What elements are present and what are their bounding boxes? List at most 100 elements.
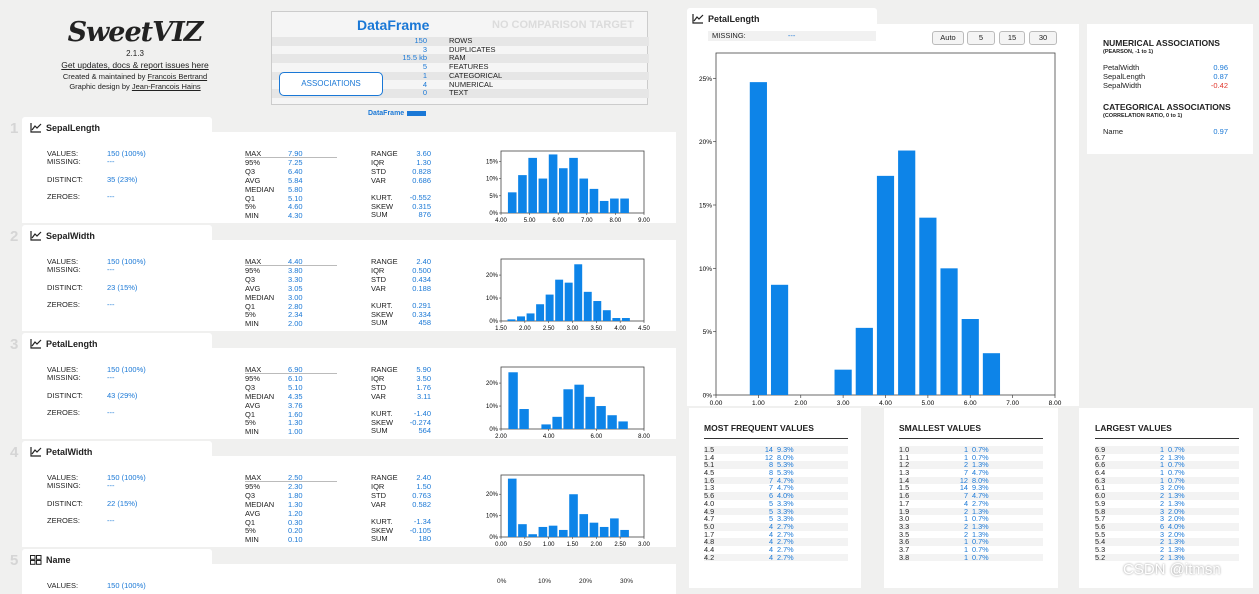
- author-link[interactable]: Francois Bertrand: [147, 72, 208, 81]
- mini-xtick: 3.00: [638, 542, 650, 548]
- quantile-value: 3.00: [288, 292, 303, 302]
- updates-link[interactable]: Get updates, docs & report issues here: [61, 60, 209, 70]
- detail-histogram: 0% 5% 10% 15% 20% 25% 0.00 1.00 2.00 3.00 4.00 5.00…: [699, 52, 1062, 407]
- value-pct: 1.3%: [1168, 491, 1185, 501]
- missing-value: ---: [107, 481, 115, 490]
- value-row: 4.8 4 2.7%: [704, 538, 848, 546]
- mini-ytick: 10%: [486, 177, 499, 183]
- values-value: 150 (100%): [107, 581, 146, 590]
- mini-ytick: 5%: [489, 194, 498, 200]
- zeroes-value: ---: [107, 300, 115, 309]
- mini-bar: [538, 178, 548, 213]
- value-pct: 2.0%: [1168, 506, 1185, 516]
- value-key: 6.1: [1095, 483, 1106, 493]
- df-stat-label: ROWS: [449, 36, 473, 45]
- bin-button-15[interactable]: 15: [999, 31, 1025, 45]
- table-title: SMALLEST VALUES: [899, 423, 1043, 439]
- detail-bar: [940, 268, 958, 395]
- shape-value: 458: [418, 318, 431, 328]
- value-count: 7: [963, 468, 968, 478]
- associations-button[interactable]: ASSOCIATIONS: [279, 72, 383, 96]
- value-key: 1.2: [899, 460, 910, 470]
- assoc-value: -0.42: [1210, 81, 1228, 90]
- value-key: 5.3: [1095, 544, 1106, 554]
- value-pct: 4.0%: [1168, 521, 1185, 531]
- bin-button-5[interactable]: 5: [967, 31, 995, 45]
- value-row: 1.6 7 4.7%: [899, 492, 1043, 500]
- mini-bar: [507, 478, 517, 537]
- mini-bar: [569, 494, 578, 537]
- value-key: 4.9: [704, 506, 715, 516]
- mini-bar: [620, 198, 629, 213]
- values-value: 150 (100%): [107, 257, 146, 266]
- value-row: 5.7 3 2.0%: [1095, 515, 1239, 523]
- value-row: 1.3 7 4.7%: [704, 484, 848, 492]
- quantile-value: 3.30: [288, 274, 303, 284]
- shape-value: -0.552: [409, 193, 431, 202]
- df-stat-row: 1 CATEGORICAL: [272, 71, 649, 81]
- assoc-row: SepalWidth -0.42: [1103, 81, 1243, 90]
- detail-xtick: 4.00: [879, 400, 892, 407]
- value-row: 6.7 2 1.3%: [1095, 453, 1239, 462]
- detail-bar: [770, 284, 789, 395]
- value-key: 6.4: [1095, 468, 1106, 478]
- value-key: 1.4: [899, 475, 910, 485]
- range-value: 1.30: [416, 157, 431, 167]
- shape-label: SUM: [371, 210, 388, 220]
- associations-panel: [1087, 24, 1253, 154]
- value-row: 4.7 5 3.3%: [704, 515, 848, 523]
- value-count: 3: [1159, 506, 1164, 516]
- legend-label: DataFrame: [368, 110, 405, 117]
- value-key: 3.0: [899, 514, 910, 524]
- mini-bar: [610, 198, 619, 213]
- df-stat-value: 150: [414, 36, 427, 45]
- quantile-value: 6.40: [288, 166, 303, 176]
- designer-link[interactable]: Jean-Francois Hains: [131, 82, 201, 91]
- detail-bar: [919, 217, 937, 395]
- shape-value: -1.40: [413, 409, 431, 418]
- df-stat-value: 0: [422, 88, 427, 98]
- value-pct: 3.3%: [777, 514, 794, 524]
- range-label: RANGE: [371, 257, 398, 266]
- value-row: 3.3 2 1.3%: [899, 523, 1043, 531]
- quantile-label: MEDIAN: [245, 292, 275, 302]
- detail-ytick: 25%: [699, 76, 712, 83]
- mini-ytick: 10%: [486, 404, 499, 410]
- value-pct: 8.0%: [972, 475, 989, 485]
- value-count: 2: [963, 529, 968, 539]
- chart-icon: [30, 123, 42, 133]
- quantile-value: 3.05: [288, 283, 303, 293]
- chart-icon: [30, 339, 42, 349]
- quantile-label: 5%: [245, 418, 256, 428]
- bin-button-auto[interactable]: Auto: [932, 31, 964, 45]
- mini-xtick: 1.50: [495, 326, 507, 332]
- bin-button-30[interactable]: 30: [1029, 31, 1057, 45]
- values-label: VALUES:: [47, 149, 79, 158]
- range-label: IQR: [371, 481, 385, 491]
- quantile-label: MEDIAN: [245, 184, 275, 194]
- distinct-value: 22 (15%): [107, 499, 138, 508]
- value-key: 4.5: [704, 468, 715, 478]
- range-value: 3.50: [416, 373, 431, 383]
- dataframe-legend: DataFrame: [368, 110, 427, 117]
- quantile-label: 95%: [245, 373, 261, 383]
- value-key: 5.9: [1095, 498, 1106, 508]
- range-value: 0.582: [412, 499, 431, 509]
- value-count: 1: [1159, 475, 1164, 485]
- range-value: 2.40: [416, 473, 431, 482]
- values-value: 150 (100%): [107, 365, 146, 374]
- mini-bar: [564, 282, 573, 321]
- value-pct: 1.3%: [1168, 537, 1185, 547]
- value-key: 3.8: [899, 552, 910, 562]
- value-key: 1.6: [704, 475, 715, 485]
- value-pct: 9.3%: [777, 445, 794, 454]
- shape-value: 564: [418, 426, 431, 436]
- df-stat-label: TEXT: [449, 88, 469, 98]
- value-row: 5.9 2 1.3%: [1095, 500, 1239, 508]
- range-value: 0.434: [412, 274, 431, 284]
- mini-xtick: 8.00: [638, 434, 650, 440]
- detail-xtick: 5.00: [922, 400, 935, 407]
- value-pct: 5.3%: [777, 460, 794, 470]
- categorical-assoc-subtitle: (CORRELATION RATIO, 0 to 1): [1103, 113, 1183, 119]
- most-frequent-table: MOST FREQUENT VALUES 1.5 14 9.3% 1.4 12 8.0% 5.…: [704, 423, 848, 562]
